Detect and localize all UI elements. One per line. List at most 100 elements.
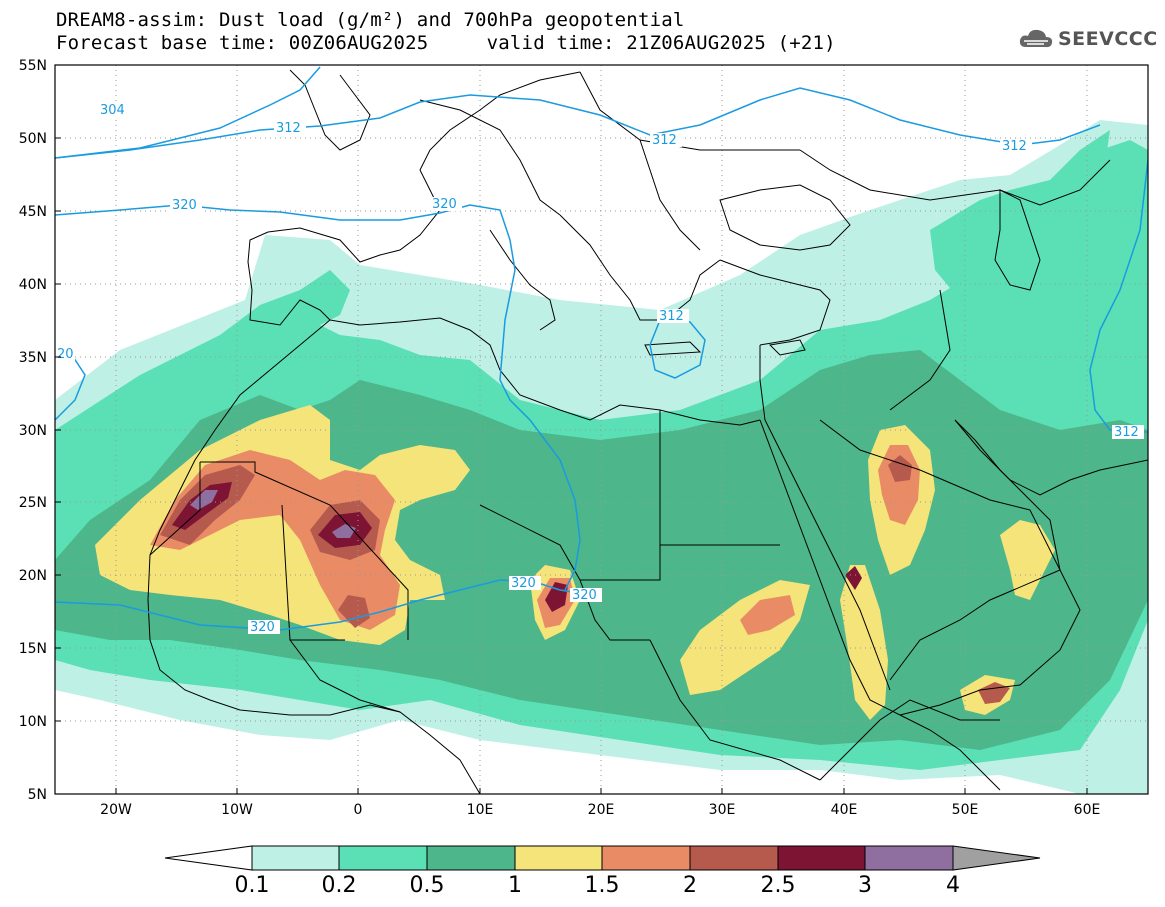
lon-tick-label: 50E bbox=[952, 802, 979, 818]
dust-patch-0.2-caspian bbox=[930, 130, 1110, 310]
contour-312b bbox=[1089, 159, 1148, 433]
colorbar-segment bbox=[777, 845, 866, 871]
colorbar-label: 1.5 bbox=[585, 873, 620, 898]
contour-label: 312 bbox=[652, 133, 677, 148]
lon-tick-label: 20E bbox=[588, 802, 615, 818]
colorbar-label: 4 bbox=[946, 873, 960, 898]
chart-title: DREAM8-assim: Dust load (g/m²) and 700hP… bbox=[56, 9, 685, 31]
dust-patch-1-redsea bbox=[840, 565, 888, 720]
coastline-uk bbox=[289, 69, 371, 151]
lat-tick-label: 30N bbox=[19, 423, 47, 439]
contour-label: 304 bbox=[100, 103, 125, 118]
lon-tick-label: 30E bbox=[709, 802, 736, 818]
contour-label: 20 bbox=[57, 347, 74, 362]
colorbar-segment bbox=[864, 845, 954, 871]
border-mauritania bbox=[149, 462, 201, 556]
coastline-caspian bbox=[994, 189, 1041, 291]
contour-312 bbox=[55, 87, 1101, 159]
border-europe-1 bbox=[419, 99, 561, 216]
contour-320-west bbox=[55, 351, 86, 421]
lat-tick-label: 55N bbox=[19, 58, 47, 74]
coastline-africa-redsea bbox=[759, 419, 901, 716]
coastline-balkans-greece bbox=[559, 214, 721, 321]
contour-label: 312 bbox=[1002, 139, 1027, 154]
contour-label: 320 bbox=[250, 620, 275, 635]
lat-tick-labels: 55N 50N 45N 40N 35N 30N 25N 20N 15N 10N … bbox=[19, 58, 47, 803]
contour-320 bbox=[55, 204, 581, 591]
colorbar-label: 2 bbox=[683, 873, 697, 898]
coastline-arabia-gulf bbox=[899, 419, 1081, 716]
lon-tick-label: 20W bbox=[100, 802, 132, 818]
lon-tick-label: 0 bbox=[354, 802, 363, 818]
graticule bbox=[55, 65, 1148, 794]
coastline-horn bbox=[899, 714, 1001, 791]
contour-label: 320 bbox=[432, 197, 457, 212]
lat-tick-label: 50N bbox=[19, 131, 47, 147]
colorbar-segment bbox=[514, 845, 603, 871]
dust-band-3 bbox=[190, 490, 218, 510]
lon-tick-label: 10W bbox=[221, 802, 253, 818]
colorbar-label: 2.5 bbox=[761, 873, 796, 898]
lon-tick-label: 10E bbox=[467, 802, 494, 818]
colorbar-labels: 0.1 0.2 0.5 1 1.5 2 2.5 3 4 bbox=[235, 873, 961, 898]
border-west-africa bbox=[289, 639, 401, 713]
colorbar-high-arrow bbox=[952, 845, 1041, 871]
colorbar-segment bbox=[601, 845, 691, 871]
coastlines bbox=[147, 69, 1148, 794]
map-plot-area: 304 312 312 312 320 320 312 20 312 320 3… bbox=[55, 65, 1148, 794]
colorbar-segment bbox=[689, 845, 779, 871]
colorbar bbox=[164, 845, 1041, 871]
colorbar-low-arrow bbox=[164, 845, 253, 871]
coastline-west-africa-iberia bbox=[147, 231, 481, 794]
coastline-cyprus bbox=[768, 339, 806, 356]
lon-tick-label: 40E bbox=[831, 802, 858, 818]
geopotential-contours bbox=[55, 66, 1148, 631]
border-russia bbox=[799, 149, 1111, 206]
lat-tick-label: 15N bbox=[19, 641, 47, 657]
colorbar-label: 3 bbox=[858, 873, 872, 898]
dust-patch-2.5-chad bbox=[545, 582, 568, 612]
seevccc-logo: SEEVCCC bbox=[1018, 27, 1158, 51]
axis-ticks bbox=[55, 137, 1088, 794]
dust-patch-1-oman bbox=[1000, 520, 1055, 600]
lat-tick-label: 25N bbox=[19, 495, 47, 511]
lon-tick-labels: 20W 10W 0 10E 20E 30E 40E 50E 60E bbox=[100, 802, 1100, 818]
coastline-gulf-iran bbox=[954, 419, 1148, 496]
contour-304 bbox=[55, 66, 321, 159]
colorbar-label: 0.2 bbox=[322, 873, 357, 898]
contour-label: 312 bbox=[276, 121, 301, 136]
border-ethiopia bbox=[819, 699, 1000, 781]
dust-patch-2.5-eritrea bbox=[845, 566, 862, 590]
colorbar-label: 0.1 bbox=[235, 873, 270, 898]
lat-tick-label: 45N bbox=[19, 204, 47, 220]
lat-tick-label: 5N bbox=[28, 787, 47, 803]
colorbar-label: 0.5 bbox=[410, 873, 445, 898]
lat-tick-label: 40N bbox=[19, 277, 47, 293]
border-mali-algeria bbox=[200, 461, 409, 640]
border-east-africa bbox=[649, 639, 821, 781]
coastline-levant-redsea bbox=[759, 345, 891, 691]
border-saudi bbox=[819, 419, 1061, 681]
dust-patch-1.5-sudan bbox=[740, 595, 795, 635]
coastline-crete bbox=[644, 341, 702, 356]
border-europe-3 bbox=[639, 139, 701, 251]
contour-label: 312 bbox=[1114, 425, 1139, 440]
lat-tick-label: 35N bbox=[19, 350, 47, 366]
lat-tick-label: 20N bbox=[19, 568, 47, 584]
colorbar-label: 1 bbox=[508, 873, 522, 898]
contour-label: 320 bbox=[172, 198, 197, 213]
contour-label: 320 bbox=[572, 588, 597, 603]
coastline-turkey bbox=[719, 259, 831, 346]
colorbar-segment bbox=[251, 845, 340, 871]
colorbar-segment bbox=[426, 845, 516, 871]
contour-label: 320 bbox=[511, 576, 536, 591]
contour-label: 312 bbox=[659, 309, 684, 324]
logo-text: SEEVCCC bbox=[1058, 28, 1158, 50]
coastline-italy bbox=[489, 229, 556, 331]
colorbar-segment bbox=[338, 845, 428, 871]
lon-tick-label: 60E bbox=[1074, 802, 1101, 818]
lat-tick-label: 10N bbox=[19, 714, 47, 730]
border-iraq-iran bbox=[889, 289, 951, 411]
coastline-med-south bbox=[329, 317, 761, 426]
